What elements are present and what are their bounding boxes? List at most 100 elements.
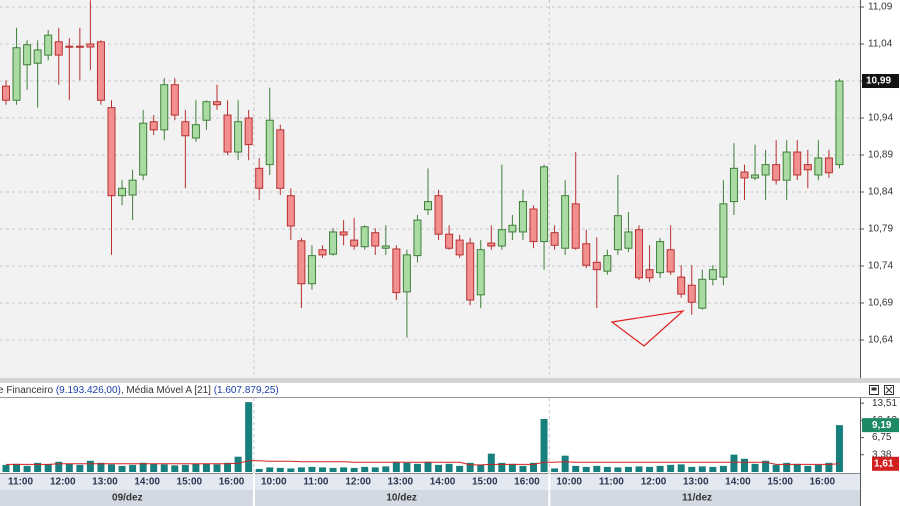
date-label: 11/dez: [682, 493, 712, 504]
x-tick-label: 15:00: [767, 477, 793, 488]
volume-bar: [255, 468, 263, 472]
candle-body: [65, 45, 74, 48]
volume-bar: [561, 455, 569, 472]
x-tick-label: 16:00: [514, 477, 540, 488]
candle-body: [139, 122, 148, 176]
candle-body: [96, 41, 105, 101]
x-tick-label: 12:00: [50, 477, 76, 488]
volume-bar: [44, 464, 52, 472]
volume-bar: [350, 467, 358, 472]
candle-body: [118, 187, 127, 197]
date-axis-bg: [0, 490, 860, 506]
volume-bar: [688, 466, 696, 472]
y-tick-label: 10,89: [868, 150, 893, 161]
y-tick-label: 11,04: [868, 39, 893, 50]
candle-body: [128, 179, 137, 196]
y2-tick-label: 3,38: [872, 449, 892, 460]
volume-bar: [118, 465, 126, 472]
candle-body: [181, 121, 190, 137]
indicator-value: (9.193.426,00): [56, 385, 121, 396]
volume-bar: [340, 467, 348, 472]
candle-body: [529, 208, 538, 243]
candle-body: [729, 167, 738, 203]
candle-body: [86, 43, 95, 48]
candle-body: [635, 229, 643, 279]
panel-header: [0, 383, 900, 397]
volume-bar: [530, 462, 537, 472]
volume-bar: [65, 463, 73, 472]
volume-bar: [603, 466, 611, 472]
volume-bar: [392, 461, 400, 472]
volume-bar: [709, 466, 717, 472]
volume-bar: [572, 465, 580, 472]
candle-body: [244, 117, 253, 146]
volume-bar: [361, 466, 369, 472]
candle-body: [466, 242, 475, 301]
last-volume-label: 9,19: [872, 420, 892, 431]
candle-body: [149, 121, 158, 131]
volume-bar: [656, 465, 664, 472]
candle-body: [33, 49, 42, 64]
volume-bar: [793, 463, 801, 472]
candle-body: [497, 229, 506, 247]
y-tick-label: 10,84: [868, 187, 893, 198]
volume-bar: [245, 402, 253, 472]
volume-bar: [624, 466, 632, 472]
candle-body: [413, 219, 422, 257]
candle-body: [329, 231, 338, 255]
volume-bar: [762, 460, 770, 472]
volume-bar: [614, 467, 622, 472]
volume-bar: [519, 465, 527, 472]
panel-header-text: e Financeiro (9.193.426,00), Média Móvel…: [0, 385, 279, 396]
candle-body: [656, 241, 665, 274]
candle-body: [360, 226, 369, 248]
candle-body: [592, 261, 601, 271]
volume-bar: [150, 463, 158, 472]
candle-body: [170, 84, 179, 116]
y2-tick-label: 13,51: [872, 398, 897, 409]
candle-body: [402, 254, 411, 293]
candle-body: [761, 164, 770, 176]
x-tick-label: 12:00: [641, 477, 667, 488]
volume-bar: [741, 458, 748, 472]
volume-bar: [213, 464, 221, 472]
last-ma-label: 1,61: [874, 458, 894, 469]
volume-bar: [825, 462, 833, 472]
volume-bar: [266, 467, 274, 472]
volume-bar: [171, 465, 179, 472]
panel-separator: [0, 378, 900, 383]
candle-body: [44, 34, 53, 56]
x-tick-label: 15:00: [177, 477, 203, 488]
volume-bar: [445, 463, 453, 472]
volume-bar: [382, 466, 390, 472]
candle-body: [824, 157, 833, 174]
x-tick-label: 13:00: [388, 477, 414, 488]
candle-body: [339, 231, 348, 236]
x-tick-label: 11:00: [8, 477, 33, 488]
price-plot-bg: [0, 0, 860, 378]
y-tick-label: 11,09: [868, 2, 893, 13]
candle-body: [255, 167, 264, 189]
volume-bar: [192, 463, 200, 472]
volume-bar: [508, 463, 516, 472]
candle-body: [476, 249, 485, 296]
candle-body: [23, 44, 32, 66]
volume-bar: [667, 464, 675, 472]
volume-bar: [97, 462, 105, 472]
candle-body: [613, 215, 622, 251]
candle-body: [677, 276, 686, 295]
volume-bar: [582, 466, 590, 472]
last-ma-box: [872, 456, 899, 471]
volume-bar: [804, 465, 812, 472]
volume-bar: [319, 467, 326, 472]
candle-body: [265, 119, 274, 166]
candle-body: [772, 164, 781, 181]
y-tick-label: 10,94: [868, 113, 893, 124]
volume-bar: [551, 468, 559, 472]
volume-bar: [76, 464, 84, 472]
candle-body: [286, 195, 295, 227]
volume-bar: [540, 418, 548, 472]
volume-bar: [160, 464, 168, 472]
ma-value: (1.607.879,25): [214, 385, 279, 396]
candle-body: [276, 129, 285, 189]
